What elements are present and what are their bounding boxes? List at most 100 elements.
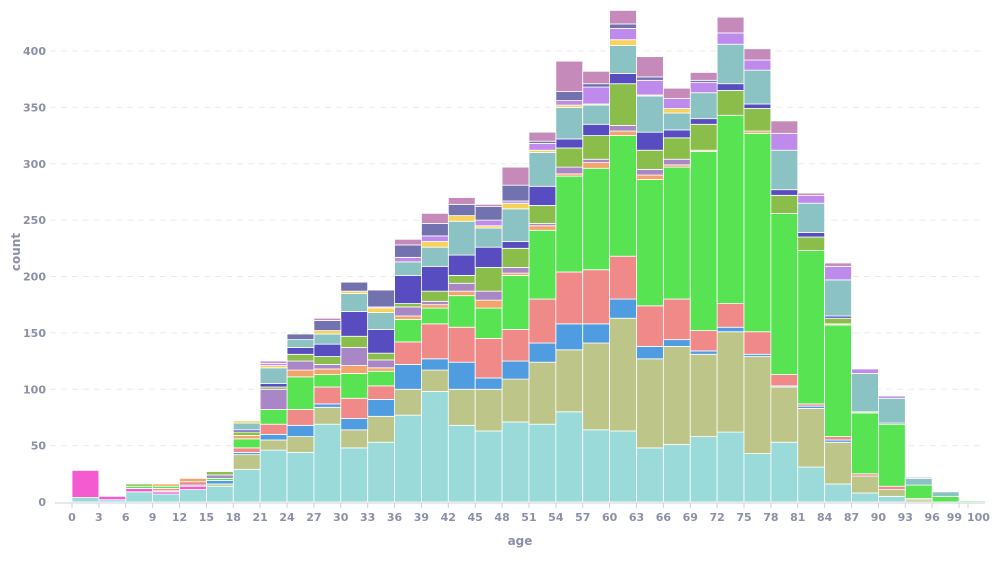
x-tick-label: 60 xyxy=(602,511,618,524)
bar-segment xyxy=(528,342,557,363)
bar-segment xyxy=(259,388,288,410)
bar-segment xyxy=(340,373,369,399)
bar-segment xyxy=(259,433,288,441)
bar-segment xyxy=(636,95,664,133)
bar-segment xyxy=(421,323,449,360)
bar-segment xyxy=(232,438,261,449)
bar-segment xyxy=(421,369,449,392)
bar-segment xyxy=(394,388,422,416)
bar-segment xyxy=(609,28,637,41)
bar-segment xyxy=(313,317,342,321)
bar-segment xyxy=(447,388,476,426)
bar-segment xyxy=(609,298,637,319)
bar-segment xyxy=(770,212,799,375)
bar-segment xyxy=(636,76,664,81)
x-tick-label: 6 xyxy=(122,511,130,524)
bar-segment xyxy=(636,174,664,180)
bar-segment xyxy=(689,92,718,120)
bar-segment xyxy=(286,360,315,371)
bar-segment xyxy=(474,219,503,227)
bar-segment xyxy=(662,298,691,341)
bar-segment xyxy=(340,347,369,366)
bar-segment xyxy=(662,129,691,139)
bar-segment xyxy=(367,441,395,503)
bar-segment xyxy=(340,335,369,348)
x-tick-label: 27 xyxy=(306,511,321,524)
bar-segment xyxy=(447,424,476,503)
bar-segment xyxy=(770,194,799,214)
x-axis-label: age xyxy=(508,534,533,548)
bar-segment xyxy=(797,408,826,468)
bar-segment xyxy=(286,347,315,355)
bar-segment xyxy=(555,147,584,168)
bar-segment xyxy=(313,343,342,357)
bar-segment xyxy=(421,212,449,224)
bar-segment xyxy=(609,39,637,46)
bar-segment xyxy=(179,485,207,490)
bars xyxy=(71,10,987,503)
x-tick-label: 24 xyxy=(279,511,295,524)
x-tick-label: 9 xyxy=(149,511,157,524)
bar-segment xyxy=(286,369,315,378)
bar-segment xyxy=(286,339,315,348)
bar-segment xyxy=(313,333,342,345)
bar-segment xyxy=(609,83,637,126)
bar-segment xyxy=(797,232,826,238)
bar-segment xyxy=(367,398,395,417)
bar-segment xyxy=(474,430,503,503)
bar-segment xyxy=(958,500,987,503)
bar-segment xyxy=(340,429,369,449)
bar-segment xyxy=(716,431,745,503)
bar-segment xyxy=(662,339,691,347)
bar-segment xyxy=(716,90,745,116)
bar-segment xyxy=(313,364,342,370)
bar-segment xyxy=(340,281,369,292)
bar-segment xyxy=(582,342,610,431)
bar-segment xyxy=(286,333,315,341)
y-tick-label: 100 xyxy=(23,383,46,396)
bar-segment xyxy=(232,422,261,431)
bar-segment xyxy=(394,238,422,246)
bar-segment xyxy=(931,495,960,503)
x-tick-label: 42 xyxy=(441,511,456,524)
bar-segment xyxy=(609,135,637,257)
bar-segment xyxy=(716,303,745,328)
bar-segment xyxy=(824,324,852,438)
bar-segment xyxy=(689,350,718,355)
bar-segment xyxy=(259,439,288,451)
bar-segment xyxy=(421,304,449,309)
bar-segment xyxy=(689,118,718,125)
bar-segment xyxy=(716,83,745,91)
bar-segment xyxy=(689,82,718,94)
bar-segment xyxy=(205,485,234,503)
bar-segment xyxy=(286,409,315,426)
bar-segment xyxy=(609,125,637,132)
bar-segment xyxy=(689,123,718,151)
bar-segment xyxy=(662,112,691,131)
bar-segment xyxy=(770,374,799,387)
bar-segment xyxy=(232,431,261,436)
bar-segment xyxy=(636,131,664,151)
bar-segment xyxy=(636,346,664,360)
bar-segment xyxy=(232,435,261,440)
bar-segment xyxy=(421,223,449,237)
bar-segment xyxy=(474,227,503,248)
bar-segment xyxy=(528,298,557,344)
x-tick-label: 54 xyxy=(548,511,564,524)
bar-segment xyxy=(394,256,422,263)
bar-segment xyxy=(286,436,315,453)
x-tick-label: 78 xyxy=(763,511,778,524)
x-tick-label: 39 xyxy=(414,511,429,524)
bar-segment xyxy=(716,114,745,304)
bar-segment xyxy=(851,373,879,413)
bar-segment xyxy=(421,265,449,292)
x-tick-label: 30 xyxy=(333,511,349,524)
bar-segment xyxy=(259,423,288,435)
bar-segment xyxy=(851,475,879,494)
bar-segment xyxy=(152,483,180,487)
bar-segment xyxy=(313,356,342,365)
bar-segment xyxy=(609,73,637,85)
y-tick-label: 400 xyxy=(23,45,46,58)
bar-segment xyxy=(313,403,342,408)
bar-segment xyxy=(636,168,664,176)
